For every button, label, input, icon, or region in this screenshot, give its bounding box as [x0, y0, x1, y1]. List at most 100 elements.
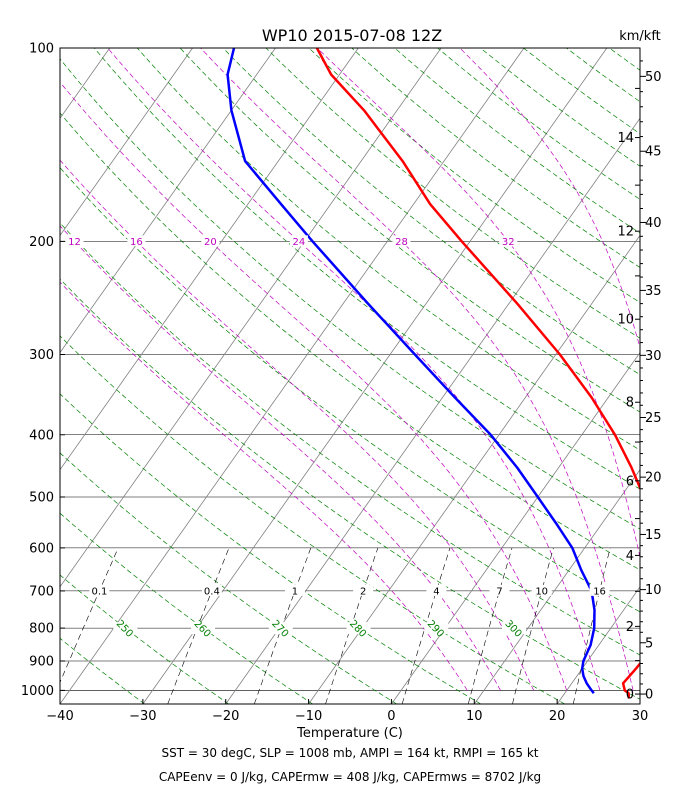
isotherm-line	[225, 117, 640, 704]
isotherm-line	[60, 48, 442, 588]
dry-adiabat-label: 280	[347, 618, 368, 639]
mixing-ratio-label: 7	[496, 586, 502, 597]
label-mask	[589, 584, 610, 596]
pressure-tick-label: 100	[29, 42, 54, 57]
pressure-tick-label: 300	[29, 348, 54, 363]
dry-adiabat-line	[351, 48, 640, 268]
isotherm-line	[391, 351, 640, 704]
moist-adiabat-label: 12	[68, 237, 81, 248]
dry-adiabat-line	[308, 48, 640, 303]
label-mask	[113, 622, 138, 635]
dry-adiabat-line	[179, 48, 640, 413]
dry-adiabat-line	[566, 48, 640, 103]
dry-adiabat-line	[60, 512, 313, 704]
mixing-ratio-label: 16	[593, 586, 606, 597]
pressure-tick-label: 900	[29, 654, 54, 669]
isotherm-line	[60, 48, 525, 704]
isotherm-line	[142, 48, 608, 704]
label-mask	[489, 584, 510, 596]
label-mask	[201, 235, 220, 247]
dry-adiabat-label: 300	[502, 618, 523, 639]
dewpoint-profile-line	[226, 48, 596, 694]
axes: −40 −30 −20 −10 0 10 20 30100200300400500600700…	[21, 42, 662, 725]
footer-line-1: SST = 30 degC, SLP = 1008 mb, AMPI = 164…	[161, 746, 538, 760]
label-mask	[201, 584, 222, 596]
isotherm-line	[60, 48, 276, 354]
x-axis-label: Temperature (C)	[296, 726, 403, 741]
dry-adiabat-line	[60, 335, 565, 704]
label-mask	[502, 622, 527, 635]
moist-adiabat-line	[60, 281, 468, 691]
dry-adiabat-label: 270	[269, 618, 290, 639]
moist-adiabat-line	[459, 48, 640, 350]
mixing-ratio-label: 0.4	[204, 586, 220, 597]
km-tick-label: 8	[626, 396, 634, 411]
dry-adiabat-line	[222, 48, 640, 376]
label-mask	[353, 584, 374, 596]
kft-tick-label: 5	[645, 636, 653, 651]
mixing-ratio-label: 0.1	[91, 586, 107, 597]
plot-frame	[59, 47, 641, 705]
label-mask	[89, 584, 110, 596]
x-tick-label: 30	[632, 709, 649, 724]
dry-adiabat-line	[265, 48, 640, 339]
km-tick-label: 14	[617, 131, 634, 146]
km-tick-label: 4	[626, 549, 634, 564]
dry-adiabat-line	[60, 393, 481, 704]
moist-adiabat-line	[316, 48, 640, 559]
label-mask	[268, 622, 293, 635]
dry-adiabat-line	[60, 452, 397, 704]
moist-adiabat-line	[60, 225, 501, 691]
dry-adiabat-label: 260	[191, 618, 212, 639]
isotherm-line	[60, 48, 193, 237]
km-tick-label: 2	[626, 620, 634, 635]
label-mask	[424, 622, 449, 635]
pressure-tick-label: 700	[29, 584, 54, 599]
kft-tick-label: 25	[645, 411, 662, 426]
dry-adiabat-line	[60, 58, 640, 530]
moist-adiabat-label: 16	[130, 237, 143, 248]
label-mask	[426, 584, 447, 596]
isotherm-line	[60, 48, 111, 119]
kft-tick-label: 30	[645, 349, 662, 364]
moist-adiabat-label: 20	[204, 237, 217, 248]
kft-tick-label: 10	[645, 583, 662, 598]
label-mask	[392, 235, 411, 247]
dry-adiabat-line	[480, 48, 640, 167]
moist-adiabat-line	[200, 48, 634, 691]
x-tick-label: −10	[295, 709, 322, 724]
dry-adiabat-line	[60, 702, 61, 704]
chart-title: WP10 2015-07-08 12Z	[262, 26, 442, 45]
pressure-tick-label: 200	[29, 235, 54, 250]
mixing-ratio-label: 1	[292, 586, 298, 597]
moist-adiabat-label: 32	[502, 237, 515, 248]
kft-tick-label: 0	[645, 688, 653, 703]
mixing-ratio-line	[467, 547, 513, 704]
dry-adiabat-line	[523, 48, 640, 135]
x-tick-label: 0	[387, 709, 395, 724]
moist-adiabat-label: 28	[395, 237, 408, 248]
km-tick-label: 0	[626, 688, 634, 703]
label-mask	[127, 235, 146, 247]
footer-line-2: CAPEenv = 0 J/kg, CAPErmw = 408 J/kg, CA…	[159, 770, 541, 784]
isotherm-line	[556, 586, 640, 704]
mixing-ratio-line	[572, 547, 611, 704]
x-tick-label: −20	[212, 709, 239, 724]
pressure-tick-label: 800	[29, 622, 54, 637]
label-mask	[191, 622, 216, 635]
kft-tick-label: 15	[645, 528, 662, 543]
dry-adiabat-line	[437, 48, 640, 200]
kft-tick-label: 20	[645, 471, 662, 486]
x-tick-label: 20	[549, 709, 566, 724]
mixing-ratio-label: 10	[535, 586, 548, 597]
kft-tick-label: 35	[645, 284, 662, 299]
isotherm-line	[308, 234, 640, 704]
dry-adiabat-line	[60, 278, 640, 700]
x-tick-label: 10	[466, 709, 483, 724]
label-mask	[289, 235, 308, 247]
dry-adiabat-line	[60, 112, 640, 571]
moist-adiabat-line	[60, 81, 568, 691]
km-tick-label: 10	[617, 313, 634, 328]
